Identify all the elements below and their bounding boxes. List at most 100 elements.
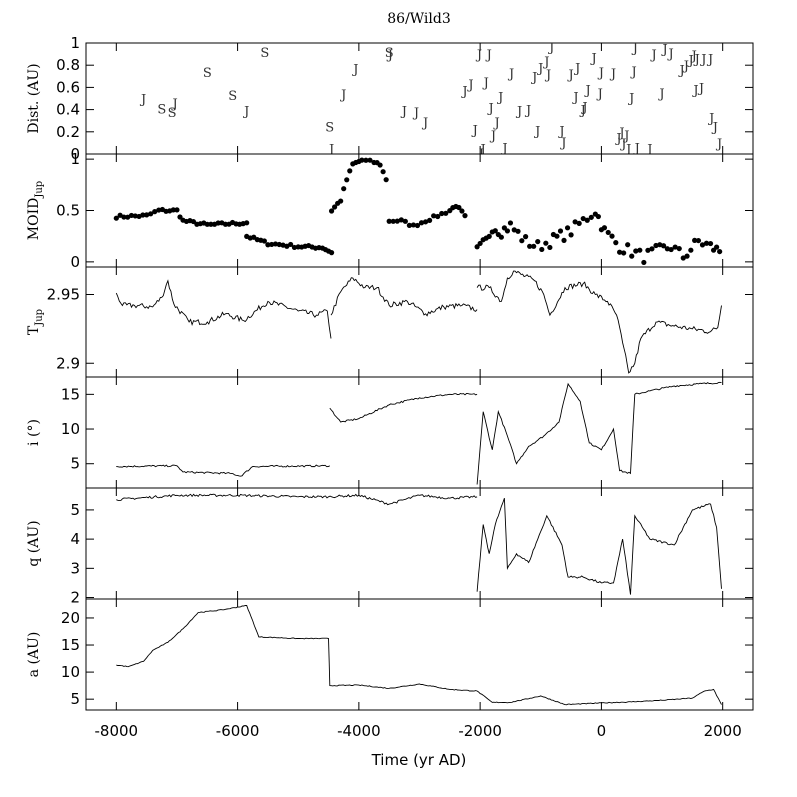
moid-point [410, 222, 417, 228]
moid-point [637, 247, 643, 253]
panel-5: 2 3 4 5 q (AU) [26, 487, 754, 607]
encounter-marker: J [583, 84, 590, 99]
encounter-marker: J [530, 70, 537, 85]
moid-point [113, 215, 119, 221]
encounter-marker: J [542, 55, 549, 70]
encounter-marker: J [707, 111, 714, 126]
encounter-marker: J [327, 142, 334, 157]
encounter-marker: J [479, 142, 486, 157]
encounter-marker: J [624, 142, 631, 157]
encounter-marker: J [622, 129, 629, 144]
encounter-marker: J [711, 120, 718, 135]
x-axis-label: Time (yr AD) [371, 751, 467, 769]
y-tick-label: 0.4 [56, 101, 80, 119]
encounter-marker: J [697, 81, 704, 96]
moid-point [668, 246, 674, 253]
moid-point [477, 240, 483, 247]
y-tick-label: 10 [61, 420, 80, 438]
encounter-marker: J [557, 125, 564, 140]
moid-point [507, 220, 514, 226]
encounter-marker: S [325, 120, 334, 135]
y-tick-label: 1 [70, 34, 80, 52]
encounter-marker: J [699, 53, 706, 68]
moid-point [140, 212, 146, 218]
encounter-marker: J [657, 87, 664, 102]
moid-point [564, 225, 571, 231]
panel-frame [85, 598, 754, 711]
moid-point [474, 244, 480, 250]
moid-point [402, 218, 408, 224]
encounter-marker: S [385, 46, 394, 61]
encounter-marker: J [715, 137, 722, 152]
encounter-marker: J [645, 142, 652, 157]
encounter-marker: J [466, 78, 473, 93]
encounter-marker: J [515, 105, 522, 120]
encounter-marker: S [157, 102, 166, 117]
moid-point [561, 237, 567, 243]
y-tick-label: 2.9 [56, 354, 80, 372]
y-tick-label: 0 [70, 145, 80, 163]
y-tick-label: 2 [70, 589, 80, 607]
y-axis-label: i (°) [26, 419, 42, 446]
moid-point [649, 246, 655, 252]
moid-point [543, 240, 549, 246]
y-tick-label: 5 [70, 501, 80, 519]
moid-point [504, 228, 511, 234]
encounter-marker: J [475, 48, 482, 63]
moid-point [121, 214, 127, 220]
encounter-marker: J [351, 63, 358, 78]
moid-point [435, 213, 441, 220]
encounter-marker: J [597, 66, 604, 81]
encounter-marker: J [489, 129, 496, 144]
panel-4: 5 10 15 i (°) [26, 376, 754, 489]
moid-point [265, 242, 271, 248]
encounter-marker: J [617, 126, 624, 141]
y-tick-label: 20 [61, 609, 80, 627]
encounter-marker: J [571, 90, 578, 105]
encounter-marker: J [536, 61, 543, 76]
moid-point [717, 248, 723, 255]
series-line [116, 493, 722, 595]
moid-point [383, 177, 389, 183]
moid-point [498, 234, 504, 240]
moid-point [288, 241, 294, 248]
encounter-marker: J [496, 90, 503, 105]
moid-point [601, 225, 608, 231]
moid-point [386, 218, 392, 224]
encounter-marker: S [228, 89, 237, 104]
moid-point [244, 220, 250, 226]
moid-point [439, 210, 445, 217]
moid-point [641, 259, 647, 266]
y-tick-label: 1 [70, 150, 80, 168]
encounter-marker: J [171, 97, 178, 112]
moid-point [645, 247, 651, 253]
moid-point [692, 237, 698, 243]
moid-point [492, 228, 498, 234]
moid-point [328, 208, 335, 214]
plot-area [115, 270, 722, 374]
moid-point [699, 242, 706, 248]
y-axis-label: Dist. (AU) [26, 63, 42, 133]
chart-title: 86/Wild3 [387, 11, 451, 27]
moid-point [629, 253, 635, 259]
encounter-marker: J [139, 93, 146, 108]
moid-point [170, 207, 176, 213]
moid-point [431, 213, 437, 219]
moid-point [398, 217, 404, 223]
moid-point [625, 242, 631, 248]
moid-point [462, 213, 468, 219]
encounter-marker: J [580, 100, 587, 115]
moid-point [519, 238, 525, 244]
moid-point [422, 219, 429, 225]
plot-area [116, 493, 722, 595]
moid-point [714, 244, 720, 250]
encounter-marker: J [614, 131, 621, 146]
moid-point [377, 162, 383, 168]
y-axis-label: MOIDJup [26, 181, 45, 240]
y-axis-label: TJup [26, 309, 45, 335]
moid-point [380, 169, 386, 175]
encounter-marker: J [485, 48, 492, 63]
encounter-marker: J [507, 67, 514, 82]
encounter-marker: J [667, 47, 674, 62]
